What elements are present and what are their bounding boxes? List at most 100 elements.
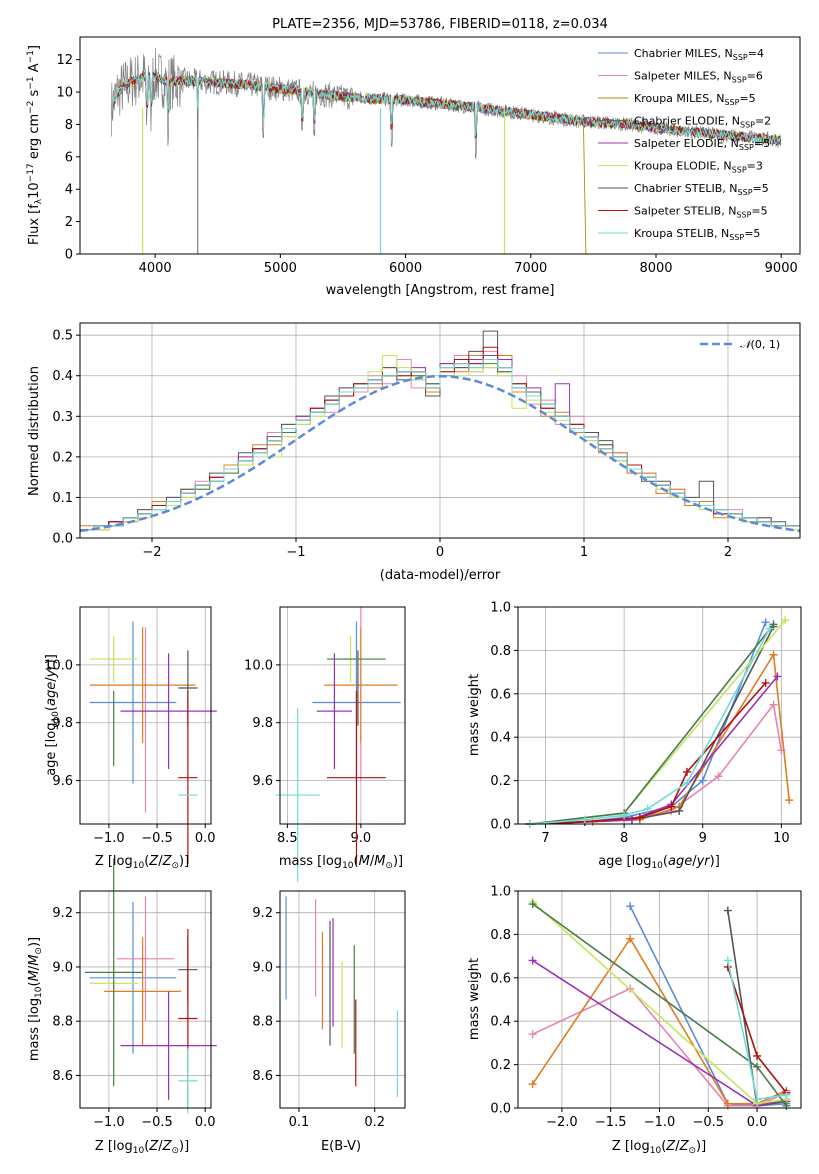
age-metallicity-xlabel: Z [log10(Z/Z⊙)] <box>95 854 189 871</box>
mass-weight-marker <box>782 1090 791 1099</box>
y-tick-label: 0.2 <box>52 450 73 465</box>
x-tick-label: −1 <box>286 545 305 560</box>
x-tick-label: 4000 <box>139 261 172 276</box>
x-tick-label: 9 <box>699 831 707 846</box>
axes-frame <box>279 606 406 825</box>
mass-ebv-xlabel: E(B-V) <box>321 1139 361 1154</box>
y-tick-label: 6 <box>65 150 73 165</box>
mass-weight-marker <box>785 796 794 805</box>
x-tick-label: 5000 <box>264 261 297 276</box>
mass-weight-marker <box>675 806 684 815</box>
axes-frame <box>79 890 212 1109</box>
mass-weight-marker <box>753 1062 762 1071</box>
x-tick-label: 1 <box>580 545 588 560</box>
model-spectrum-line <box>112 71 782 145</box>
spectrum-legend-label: Kroupa ELODIE, NSSP=3 <box>634 160 763 175</box>
histogram-legend: 𝒩(0, 1) <box>700 338 780 351</box>
x-tick-label: −2.0 <box>546 1115 578 1130</box>
mass-weight-marker <box>723 906 732 915</box>
y-tick-label: 0.6 <box>490 687 511 702</box>
mass-weight-marker <box>643 804 652 813</box>
mass-weight-marker <box>683 778 692 787</box>
y-tick-label: 0.0 <box>52 532 73 547</box>
mass-weight-marker <box>714 772 723 781</box>
y-tick-label: 10.0 <box>44 658 73 673</box>
y-tick-label: 0.4 <box>52 369 73 384</box>
x-tick-label: 0.1 <box>289 1115 310 1130</box>
x-tick-label: −1.5 <box>595 1115 627 1130</box>
axes-frame <box>517 606 802 825</box>
mass-weight-marker <box>723 1099 732 1108</box>
mass-weight-marker <box>580 815 589 824</box>
spectrum-legend-label: Kroupa MILES, NSSP=5 <box>634 92 756 107</box>
y-tick-label: 0.2 <box>490 1058 511 1073</box>
spectrum-xticks: 4000 5000 6000 7000 8000 9000 <box>139 254 798 276</box>
x-tick-label: 0.2 <box>364 1115 385 1130</box>
spectrum-panel: PLATE=2356, MJD=53786, FIBERID=0118, z=0… <box>26 17 801 298</box>
x-tick-label: 7 <box>541 831 549 846</box>
normal-distribution-curve <box>79 374 801 533</box>
histogram-xticks: −2 −1 0 1 2 <box>142 538 732 560</box>
x-tick-label: −1.0 <box>93 1115 125 1130</box>
x-tick-label: 0 <box>436 545 444 560</box>
spectrum-series <box>110 47 782 255</box>
y-tick-label: 0 <box>65 248 73 263</box>
y-tick-label: 0.1 <box>52 491 73 506</box>
y-tick-label: 9.0 <box>252 960 273 975</box>
massweight-age-ylabel: mass weight <box>467 674 482 756</box>
mass-weight-marker <box>626 902 635 911</box>
y-tick-label: 2 <box>65 215 73 230</box>
mass-weight-marker <box>753 1051 762 1060</box>
y-tick-label: 0.2 <box>490 774 511 789</box>
histogram-xlabel: (data-model)/error <box>380 568 501 583</box>
mass-weight-marker <box>761 618 770 627</box>
y-tick-label: 9.2 <box>52 906 73 921</box>
spectrum-xlabel: wavelength [Angstrom, rest frame] <box>326 283 555 298</box>
mass-vs-ebv-panel: 0.1 0.2 8.6 8.8 9.0 9.2 <box>252 890 406 1130</box>
mass-weight-marker <box>781 616 790 625</box>
y-tick-label: 12 <box>56 53 73 68</box>
y-tick-label: 0.5 <box>52 329 73 344</box>
mass-weight-marker <box>773 672 782 681</box>
axes-frame <box>279 890 406 1109</box>
y-tick-label: 0.8 <box>490 928 511 943</box>
y-tick-label: 0.8 <box>490 644 511 659</box>
mass-weight-marker <box>528 956 537 965</box>
x-tick-label: −2 <box>142 545 161 560</box>
mass-weight-marker <box>765 624 774 633</box>
x-tick-label: 8 <box>620 831 628 846</box>
x-tick-label: −1.0 <box>93 831 125 846</box>
spectrum-legend-label: Chabrier STELIB, NSSP=5 <box>634 182 769 197</box>
mass-weight-marker <box>769 620 778 629</box>
spectrum-legend-label: Salpeter MILES, NSSP=6 <box>634 70 763 85</box>
mass-weight-marker <box>698 776 707 785</box>
age-vs-mass-panel: 8.5 9.0 9.6 9.8 10.0 <box>244 606 406 882</box>
y-tick-label: 8.6 <box>252 1069 273 1084</box>
x-tick-label: −1.0 <box>644 1115 676 1130</box>
y-tick-label: 10 <box>56 86 73 101</box>
mass-weight-marker <box>620 811 629 820</box>
residual-histogram-step <box>79 359 800 538</box>
mass-weight-marker <box>635 813 644 822</box>
mass-weight-line <box>529 682 767 825</box>
spectrum-legend-label: Salpeter ELODIE, NSSP=5 <box>634 137 770 152</box>
y-tick-label: 0.4 <box>490 731 511 746</box>
spectrum-yticks: 0 2 4 6 8 10 12 <box>56 53 80 263</box>
spectrum-legend-label: Chabrier ELODIE, NSSP=2 <box>634 115 771 130</box>
x-tick-label: −0.5 <box>141 831 173 846</box>
x-tick-label: 8.5 <box>277 831 298 846</box>
y-tick-label: 9.8 <box>252 716 273 731</box>
mass-weight-marker <box>627 815 636 824</box>
mass-weight-line <box>629 905 787 1107</box>
y-tick-label: 9.2 <box>252 906 273 921</box>
age-vs-metallicity-panel: −1.0 −0.5 0.0 9.6 9.8 10.0 <box>44 606 217 865</box>
x-tick-label: 7000 <box>514 261 547 276</box>
y-tick-label: 1.0 <box>490 885 511 900</box>
x-tick-label: 6000 <box>389 261 422 276</box>
spectrum-legend-label: Salpeter STELIB, NSSP=5 <box>634 205 768 220</box>
y-tick-label: 8.6 <box>52 1069 73 1084</box>
x-tick-label: 10 <box>773 831 790 846</box>
y-tick-label: 0.0 <box>490 818 511 833</box>
histogram-yticks: 0.0 0.1 0.2 0.3 0.4 0.5 <box>52 329 80 547</box>
